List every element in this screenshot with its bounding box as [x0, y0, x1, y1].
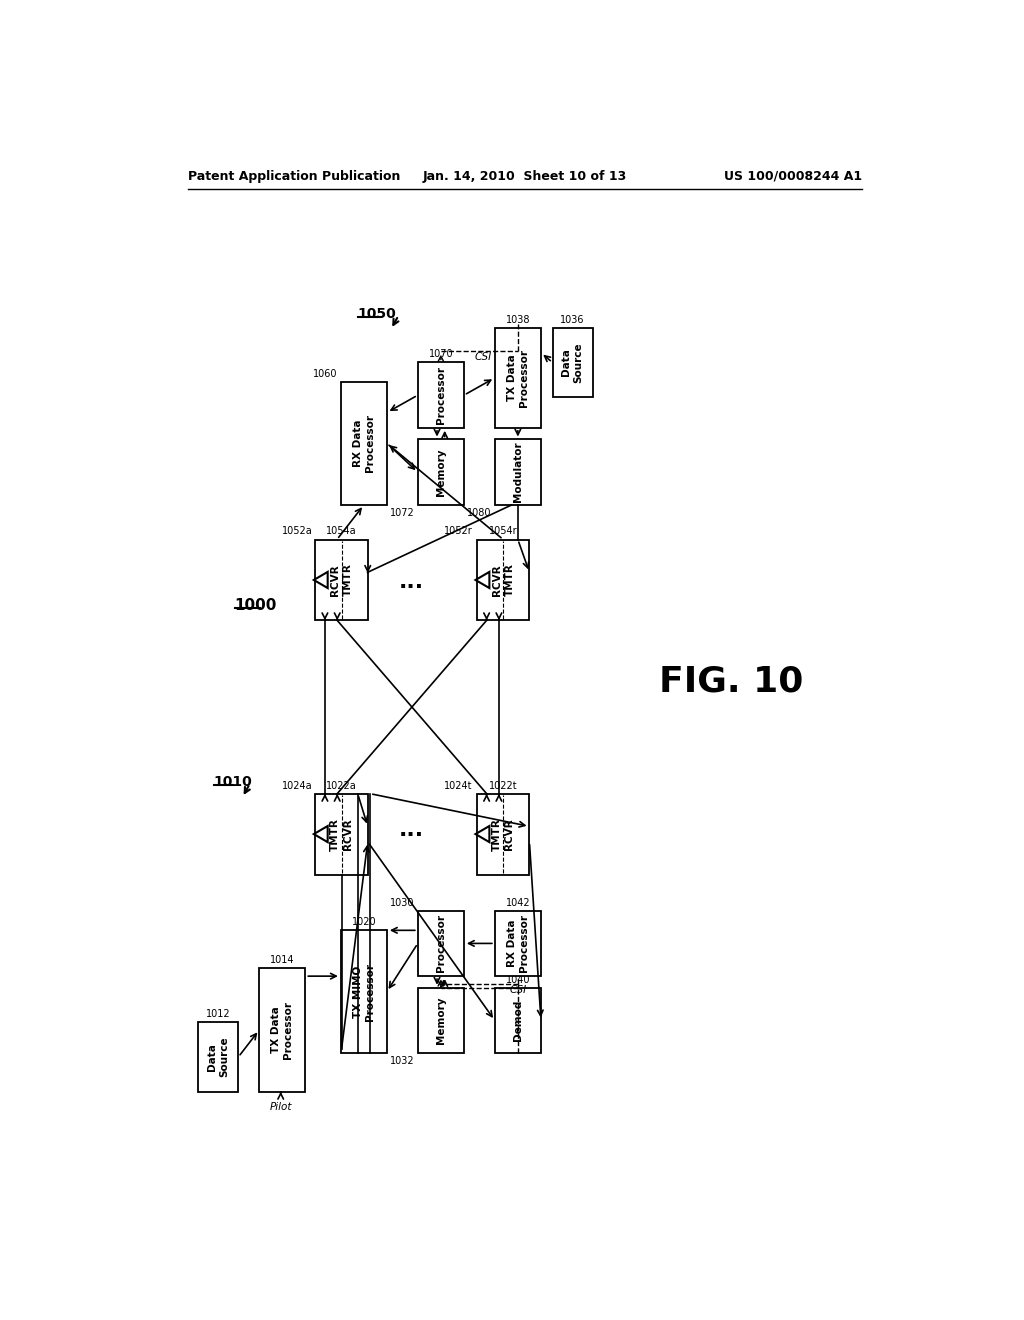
- Text: TMTR
RCVR: TMTR RCVR: [331, 817, 352, 850]
- Text: 1024t: 1024t: [444, 780, 473, 791]
- Text: Pilot: Pilot: [269, 1102, 292, 1113]
- Text: RX Data
Processor: RX Data Processor: [507, 915, 529, 973]
- Text: TX MIMO
Processor: TX MIMO Processor: [352, 962, 375, 1020]
- Bar: [495, 327, 541, 428]
- Text: RX Data
Processor: RX Data Processor: [352, 414, 375, 473]
- Text: 1030: 1030: [390, 898, 415, 908]
- Bar: [553, 327, 593, 397]
- Bar: [418, 911, 464, 977]
- Text: 1080: 1080: [467, 508, 492, 517]
- Text: Jan. 14, 2010  Sheet 10 of 13: Jan. 14, 2010 Sheet 10 of 13: [423, 169, 627, 182]
- Text: 1000: 1000: [234, 598, 276, 612]
- Text: TX Data
Processor: TX Data Processor: [507, 348, 529, 407]
- Text: 1070: 1070: [429, 350, 454, 359]
- Text: 1040: 1040: [506, 974, 530, 985]
- Bar: [259, 969, 305, 1092]
- Text: 1014: 1014: [270, 956, 295, 965]
- Bar: [418, 363, 464, 428]
- Text: CSI: CSI: [509, 985, 526, 995]
- Text: 1054r: 1054r: [488, 527, 517, 536]
- Bar: [341, 929, 387, 1053]
- Text: 1052a: 1052a: [282, 527, 312, 536]
- Bar: [341, 381, 387, 506]
- Text: 1032: 1032: [390, 1056, 415, 1067]
- Text: Processor: Processor: [436, 366, 445, 424]
- Text: 1050: 1050: [357, 308, 396, 321]
- Text: 1012: 1012: [206, 1010, 230, 1019]
- Text: Memory: Memory: [436, 997, 445, 1044]
- Text: 1042: 1042: [506, 898, 530, 908]
- Text: Demod: Demod: [513, 999, 523, 1041]
- Bar: [418, 440, 464, 506]
- Bar: [495, 911, 541, 977]
- Bar: [418, 987, 464, 1053]
- Text: RCVR
TMTR: RCVR TMTR: [331, 564, 352, 597]
- Text: 1060: 1060: [313, 368, 338, 379]
- Text: 1020: 1020: [351, 917, 376, 927]
- Text: TX Data
Processor: TX Data Processor: [271, 1001, 294, 1059]
- Text: FIG. 10: FIG. 10: [659, 665, 804, 700]
- Text: Patent Application Publication: Patent Application Publication: [188, 169, 400, 182]
- Bar: [315, 540, 368, 620]
- Text: 1010: 1010: [214, 775, 253, 789]
- Text: 1024a: 1024a: [282, 780, 312, 791]
- Bar: [495, 440, 541, 506]
- Bar: [477, 793, 529, 875]
- Text: Memory: Memory: [436, 449, 445, 496]
- Bar: [477, 540, 529, 620]
- Text: Modulator: Modulator: [513, 442, 523, 503]
- Text: CSI: CSI: [474, 352, 492, 363]
- Text: Processor: Processor: [436, 915, 445, 973]
- Bar: [495, 987, 541, 1053]
- Bar: [315, 793, 368, 875]
- Text: Data
Source: Data Source: [561, 342, 584, 383]
- Text: 1038: 1038: [506, 314, 530, 325]
- Text: 1022a: 1022a: [327, 780, 357, 791]
- Text: TMTR
RCVR: TMTR RCVR: [493, 817, 514, 850]
- Text: Data
Source: Data Source: [207, 1036, 229, 1077]
- Text: 1036: 1036: [560, 314, 585, 325]
- Text: RCVR
TMTR: RCVR TMTR: [493, 564, 514, 597]
- Text: 1052r: 1052r: [444, 527, 473, 536]
- Text: 1022t: 1022t: [488, 780, 517, 791]
- Text: 1054a: 1054a: [327, 527, 356, 536]
- Bar: [199, 1022, 239, 1092]
- Text: US 100/0008244 A1: US 100/0008244 A1: [724, 169, 862, 182]
- Text: ...: ...: [398, 820, 423, 840]
- Text: 1072: 1072: [390, 508, 415, 517]
- Text: ...: ...: [398, 572, 423, 591]
